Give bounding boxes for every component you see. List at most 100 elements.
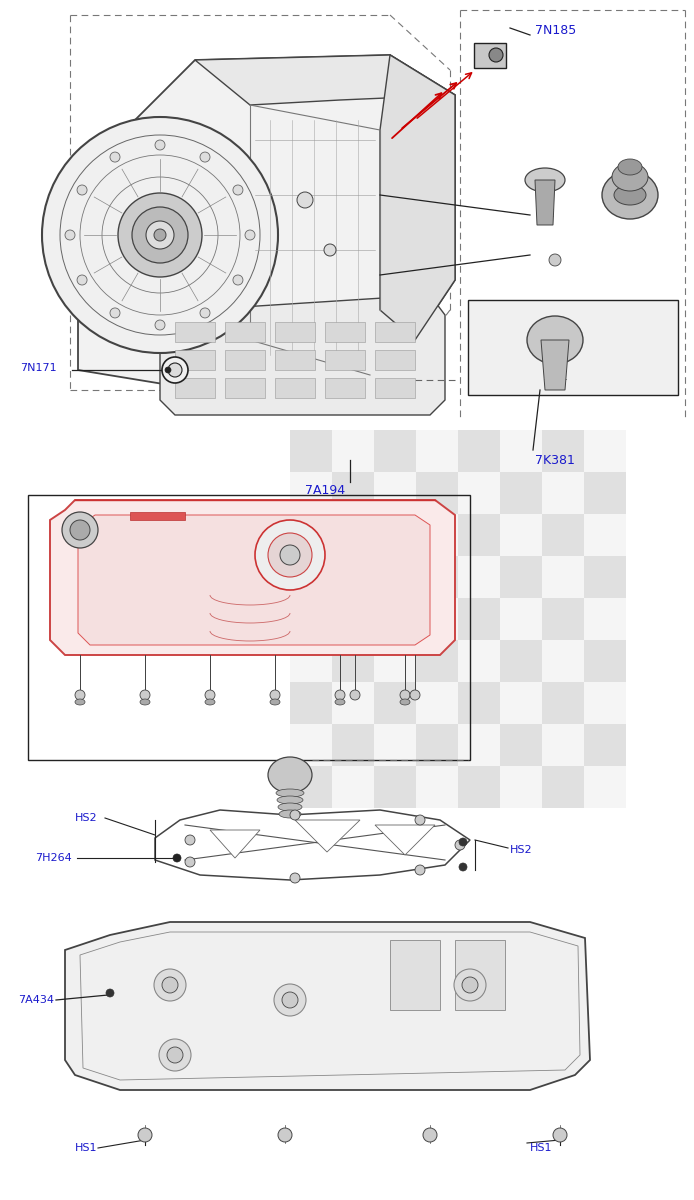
- Bar: [375, 322, 415, 342]
- Ellipse shape: [415, 865, 425, 875]
- Bar: [455, 940, 505, 1010]
- Bar: [130, 512, 185, 520]
- Ellipse shape: [614, 185, 646, 205]
- Ellipse shape: [77, 275, 87, 284]
- Bar: [332, 472, 374, 514]
- Ellipse shape: [410, 690, 420, 700]
- Bar: [468, 300, 678, 395]
- Ellipse shape: [270, 690, 280, 700]
- Ellipse shape: [165, 367, 171, 373]
- Ellipse shape: [110, 152, 120, 162]
- Ellipse shape: [168, 362, 182, 377]
- Bar: [290, 556, 332, 598]
- Ellipse shape: [118, 193, 202, 277]
- Ellipse shape: [280, 545, 300, 565]
- Text: HS1: HS1: [530, 1142, 552, 1153]
- Bar: [332, 598, 374, 640]
- Ellipse shape: [279, 810, 301, 818]
- Bar: [584, 556, 626, 598]
- Bar: [374, 766, 416, 808]
- Text: 7H264: 7H264: [35, 853, 71, 863]
- Bar: [332, 430, 374, 472]
- Bar: [175, 322, 215, 342]
- Ellipse shape: [335, 698, 345, 704]
- Bar: [500, 766, 542, 808]
- Polygon shape: [160, 295, 445, 415]
- Bar: [416, 472, 458, 514]
- Bar: [374, 640, 416, 682]
- Bar: [458, 514, 500, 556]
- Bar: [584, 640, 626, 682]
- Polygon shape: [78, 55, 455, 390]
- Ellipse shape: [200, 152, 210, 162]
- Ellipse shape: [75, 698, 85, 704]
- Bar: [542, 682, 584, 724]
- Ellipse shape: [278, 1128, 292, 1142]
- Ellipse shape: [549, 254, 561, 266]
- Bar: [290, 598, 332, 640]
- Bar: [374, 472, 416, 514]
- Bar: [458, 766, 500, 808]
- Bar: [390, 940, 440, 1010]
- Bar: [458, 724, 500, 766]
- Ellipse shape: [278, 803, 302, 811]
- Ellipse shape: [110, 308, 120, 318]
- Bar: [500, 472, 542, 514]
- Bar: [290, 766, 332, 808]
- Bar: [542, 766, 584, 808]
- Ellipse shape: [290, 874, 300, 883]
- Bar: [542, 514, 584, 556]
- Bar: [290, 472, 332, 514]
- Ellipse shape: [140, 690, 150, 700]
- Bar: [290, 640, 332, 682]
- Bar: [584, 766, 626, 808]
- Ellipse shape: [324, 244, 336, 256]
- Ellipse shape: [162, 977, 178, 994]
- Bar: [500, 514, 542, 556]
- Bar: [290, 514, 332, 556]
- Bar: [584, 724, 626, 766]
- Ellipse shape: [75, 690, 85, 700]
- Ellipse shape: [350, 690, 360, 700]
- Ellipse shape: [335, 690, 345, 700]
- Bar: [332, 766, 374, 808]
- Bar: [225, 378, 265, 398]
- Bar: [458, 430, 500, 472]
- Bar: [374, 430, 416, 472]
- Ellipse shape: [553, 1128, 567, 1142]
- Bar: [332, 514, 374, 556]
- Ellipse shape: [42, 116, 278, 353]
- Bar: [584, 598, 626, 640]
- Bar: [374, 514, 416, 556]
- Ellipse shape: [155, 320, 165, 330]
- Bar: [275, 378, 315, 398]
- Bar: [332, 556, 374, 598]
- Ellipse shape: [268, 533, 312, 577]
- Ellipse shape: [70, 520, 90, 540]
- Ellipse shape: [268, 757, 312, 793]
- Polygon shape: [380, 55, 455, 340]
- Ellipse shape: [233, 275, 243, 284]
- Text: HS2: HS2: [75, 814, 98, 823]
- Bar: [584, 472, 626, 514]
- Bar: [542, 430, 584, 472]
- Polygon shape: [535, 180, 555, 226]
- Bar: [416, 556, 458, 598]
- Bar: [332, 724, 374, 766]
- Bar: [416, 514, 458, 556]
- Polygon shape: [78, 515, 430, 646]
- Text: HS2: HS2: [510, 845, 532, 854]
- Ellipse shape: [270, 698, 280, 704]
- Polygon shape: [50, 500, 455, 655]
- Bar: [332, 640, 374, 682]
- Ellipse shape: [155, 140, 165, 150]
- Ellipse shape: [255, 520, 325, 590]
- Bar: [542, 556, 584, 598]
- Ellipse shape: [527, 316, 583, 364]
- Ellipse shape: [282, 992, 298, 1008]
- Ellipse shape: [602, 170, 658, 218]
- Ellipse shape: [455, 840, 465, 850]
- Bar: [290, 430, 332, 472]
- Ellipse shape: [276, 790, 304, 797]
- Ellipse shape: [132, 206, 188, 263]
